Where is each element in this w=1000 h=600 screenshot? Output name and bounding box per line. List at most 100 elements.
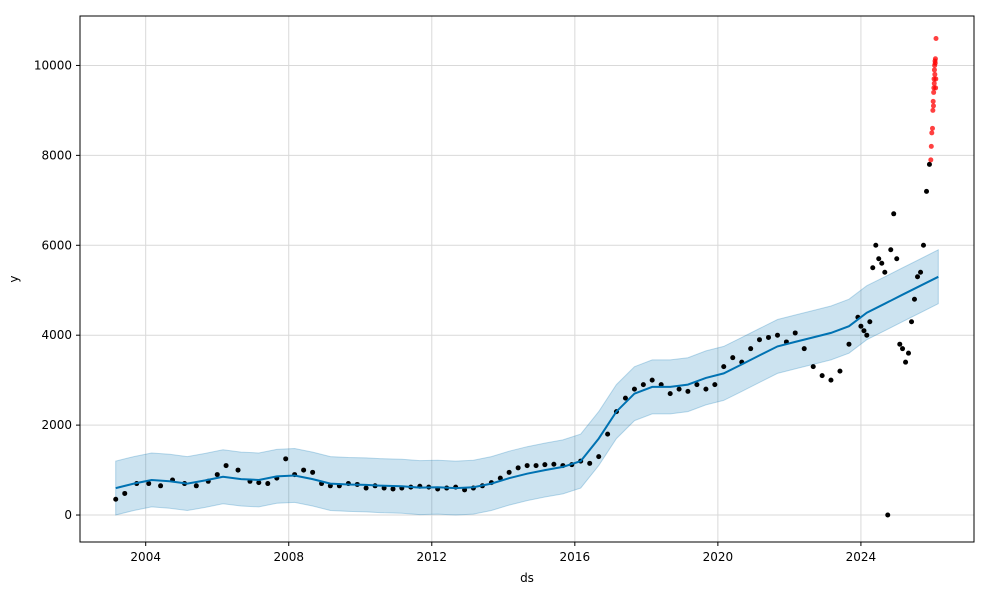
actual-point [640,382,646,388]
actual-point [658,382,664,388]
x-tick-label: 2024 [846,550,877,564]
actual-point [924,188,930,194]
outlier-point [930,98,936,104]
outlier-point [930,103,936,109]
actual-point [894,256,900,262]
actual-point [214,472,220,478]
actual-point [837,368,843,374]
uncertainty-band [115,248,939,516]
actual-point [897,341,903,347]
actual-point [756,337,762,343]
actual-point [301,467,307,473]
actual-point [283,456,289,462]
forecast-line [115,275,939,490]
x-tick-label: 2016 [560,550,591,564]
actual-point [748,346,754,352]
x-tick-label: 2004 [130,550,161,564]
y-tick-label: 8000 [41,148,72,162]
actual-point [542,462,548,468]
actual-point [622,395,628,401]
outlier-point [933,76,939,82]
y-axis-title: y [7,275,21,282]
actual-point [858,323,864,329]
actual-point [587,460,593,466]
actual-point [703,386,709,392]
actual-point [765,334,771,340]
actual-point [846,341,852,347]
outlier-point [929,130,935,136]
actual-point [721,364,727,370]
actual-point [792,330,798,336]
outlier-point [931,67,937,73]
actual-point [158,483,164,489]
actual-point [256,480,262,486]
x-tick-label: 2012 [417,550,448,564]
actual-point [801,346,807,352]
actual-point [631,386,637,392]
outlier-point [932,60,938,66]
actual-point [193,483,199,489]
actual-point [265,481,271,487]
actual-point [900,346,906,352]
y-tick-label: 2000 [41,418,72,432]
actual-point [915,274,921,280]
actual-point [497,475,503,481]
actual-point [730,355,736,361]
outlier-point [932,71,938,77]
actual-point [819,373,825,379]
actual-point [774,332,780,338]
y-axis-ticks: 0 2000 4000 6000 8000 10000 [34,58,80,522]
actual-point [515,465,521,471]
actual-point [903,359,909,365]
actual-point [146,481,152,487]
actual-point [533,463,539,469]
actual-point [879,260,885,266]
outlier-points [928,35,939,163]
actual-point [223,463,229,469]
y-tick-label: 0 [64,508,72,522]
outlier-point [930,107,936,113]
actual-point [694,382,700,388]
actual-point [113,496,119,502]
x-axis-title: ds [520,571,534,585]
x-tick-label: 2008 [273,550,304,564]
actual-point [235,467,241,473]
outlier-point [928,143,934,149]
actual-point [310,469,316,475]
actual-point [882,269,888,275]
outlier-point [928,157,934,163]
actual-point [122,490,128,496]
actual-point [885,512,891,518]
plot-frame [79,15,975,543]
actual-point [870,265,876,271]
actual-point [920,242,926,248]
actual-point [905,350,911,356]
actual-point [864,332,870,338]
actual-point [363,485,369,491]
actual-point [918,269,924,275]
x-tick-label: 2020 [703,550,734,564]
actual-point [828,377,834,383]
outlier-point [929,125,935,131]
outlier-point [933,35,939,41]
x-axis-ticks: 2004 2008 2012 2016 2020 2024 [130,542,876,564]
actual-point [888,247,894,253]
actual-point [891,211,897,217]
actual-point [676,386,682,392]
actual-point [551,461,557,467]
actual-point [390,486,396,492]
actual-point [506,469,512,475]
actual-point [873,242,879,248]
grid-lines [80,16,974,542]
actual-point [605,431,611,437]
actual-point [524,463,530,469]
actual-point [926,161,932,167]
outlier-point [933,85,939,91]
outlier-point [931,80,937,86]
actual-point [685,388,691,394]
outlier-point [931,89,937,95]
actual-point [909,319,915,325]
y-tick-label: 6000 [41,238,72,252]
actual-point [876,256,882,262]
